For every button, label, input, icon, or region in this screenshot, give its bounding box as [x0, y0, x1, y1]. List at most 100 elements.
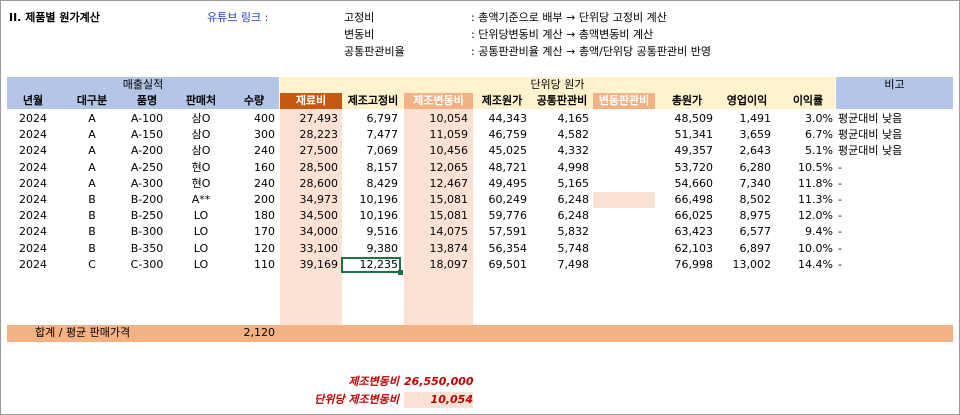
cell-margin: 11.3% — [798, 193, 833, 206]
cell-seller: 현O — [191, 176, 211, 190]
cell-margin: 10.5% — [798, 160, 833, 174]
cell-var-sga — [593, 160, 651, 176]
cell-category: B — [88, 225, 96, 239]
cell-op-profit: 8,975 — [739, 209, 772, 223]
cell-remark: - — [838, 241, 842, 255]
cell-material: 28,223 — [299, 128, 339, 142]
cell-category: A — [88, 112, 96, 125]
col-header-material: 재료비 — [280, 93, 342, 109]
col-header-category: 대구분 — [76, 94, 108, 107]
cell-material: 34,500 — [299, 209, 339, 223]
cell-var-sga — [593, 241, 651, 257]
cell-item: A-200 — [130, 144, 164, 158]
cell-yearmonth: 2024 — [19, 128, 47, 142]
cell-remark: - — [838, 257, 842, 271]
cell-var-mfg: 11,059 — [429, 128, 469, 142]
cell-qty: 400 — [254, 112, 275, 125]
cell-remark: 평균대비 낮음 — [838, 144, 903, 158]
cell-item: B-250 — [130, 209, 164, 223]
col-header-item: 품명 — [136, 94, 158, 107]
cell-seller: A** — [191, 193, 211, 206]
cell-item: B-300 — [130, 225, 164, 239]
col-header-total-cost: 총원가 — [671, 94, 703, 107]
cell-item: A-100 — [130, 112, 164, 125]
cell-total-cost: 63,423 — [674, 225, 714, 239]
note-desc-fixed: : 총액기준으로 배부 → 단위당 고정비 계산 — [471, 11, 667, 24]
col-header-margin: 이익률 — [792, 94, 824, 107]
col-header-var-sga: 변동판관비 — [593, 93, 655, 109]
cell-qty: 240 — [254, 176, 275, 190]
cell-total-cost: 62,103 — [674, 241, 714, 255]
cell-qty: 200 — [254, 193, 275, 206]
cell-common-sga: 5,748 — [557, 241, 590, 255]
cell-item: A-250 — [130, 160, 164, 174]
cell-fixed-mfg: 10,196 — [359, 209, 399, 223]
cell-qty: 120 — [254, 241, 275, 255]
col-header-seller: 판매처 — [185, 94, 217, 107]
cell-mfg-cost: 49,495 — [488, 176, 528, 190]
cell-seller: LO — [193, 241, 209, 255]
group-header-unit-cost: 단위당 원가 — [280, 77, 835, 93]
section-title: II. 제품별 원가계산 — [9, 11, 100, 24]
cell-mfg-cost: 46,759 — [488, 128, 528, 142]
cell-op-profit: 6,897 — [739, 241, 772, 255]
cell-margin: 10.0% — [798, 241, 833, 255]
cell-remark: 평균대비 낮음 — [838, 128, 903, 142]
cell-margin: 9.4% — [805, 225, 833, 239]
cell-op-profit: 3,659 — [739, 128, 772, 142]
col-header-qty: 수량 — [243, 94, 265, 107]
cell-common-sga: 4,998 — [557, 160, 590, 174]
cell-fixed-mfg: 10,196 — [359, 193, 399, 206]
cell-qty: 160 — [254, 160, 275, 174]
cell-total-cost: 76,998 — [674, 257, 714, 271]
cell-seller: LO — [193, 257, 209, 271]
cell-category: A — [88, 144, 96, 158]
cell-total-cost: 48,509 — [674, 112, 714, 125]
col-header-var-mfg: 제조변동비 — [404, 93, 473, 109]
fill-handle[interactable] — [398, 270, 403, 275]
selected-cell[interactable] — [341, 257, 401, 273]
cell-material: 27,493 — [299, 112, 339, 125]
cell-mfg-cost: 59,776 — [488, 209, 528, 223]
youtube-link[interactable]: 유튜브 링크 : — [207, 11, 269, 24]
total-row — [7, 325, 953, 342]
cell-yearmonth: 2024 — [19, 176, 47, 190]
cell-seller: 현O — [191, 160, 211, 174]
cell-mfg-cost: 44,343 — [488, 112, 528, 125]
col-header-yearmonth: 년월 — [22, 94, 44, 107]
cell-total-cost: 49,357 — [674, 144, 714, 158]
cell-op-profit: 6,577 — [739, 225, 772, 239]
cell-margin: 14.4% — [798, 257, 833, 271]
cell-var-mfg: 12,467 — [429, 176, 469, 190]
cell-var-mfg: 12,065 — [429, 160, 469, 174]
note-desc-variable: : 단위당변동비 계산 → 총액변동비 계산 — [471, 28, 654, 41]
note-term-sga: 공통판관비율 — [344, 45, 405, 58]
cell-op-profit: 2,643 — [739, 144, 772, 158]
header-band-sales — [7, 93, 279, 109]
cell-op-profit: 13,002 — [732, 257, 772, 271]
cell-yearmonth: 2024 — [19, 112, 47, 125]
cell-item: A-300 — [130, 176, 164, 190]
col-header-common-sga: 공통판관비 — [536, 94, 588, 107]
cell-fixed-mfg: 6,797 — [366, 112, 399, 125]
cell-margin: 11.8% — [798, 176, 833, 190]
cell-material: 34,973 — [299, 193, 339, 206]
var-sga-highlight — [593, 192, 655, 208]
cell-yearmonth: 2024 — [19, 193, 47, 206]
cell-category: B — [88, 209, 96, 223]
total-qty: 2,120 — [243, 326, 276, 339]
cell-remark: - — [838, 160, 842, 174]
cell-fixed-mfg: 8,157 — [366, 160, 399, 174]
cell-seller: 삼O — [191, 144, 211, 158]
cell-margin: 6.7% — [805, 128, 833, 142]
cell-yearmonth: 2024 — [19, 257, 47, 271]
col-header-op-profit: 영업이익 — [726, 94, 768, 107]
cell-total-cost: 66,025 — [674, 209, 714, 223]
cell-category: A — [88, 176, 96, 190]
group-header-sales: 매출실적 — [7, 77, 279, 93]
col-band-material — [280, 109, 342, 325]
cell-var-sga — [593, 176, 651, 192]
cell-material: 28,500 — [299, 160, 339, 174]
cell-fixed-mfg: 12,235 — [359, 257, 399, 271]
